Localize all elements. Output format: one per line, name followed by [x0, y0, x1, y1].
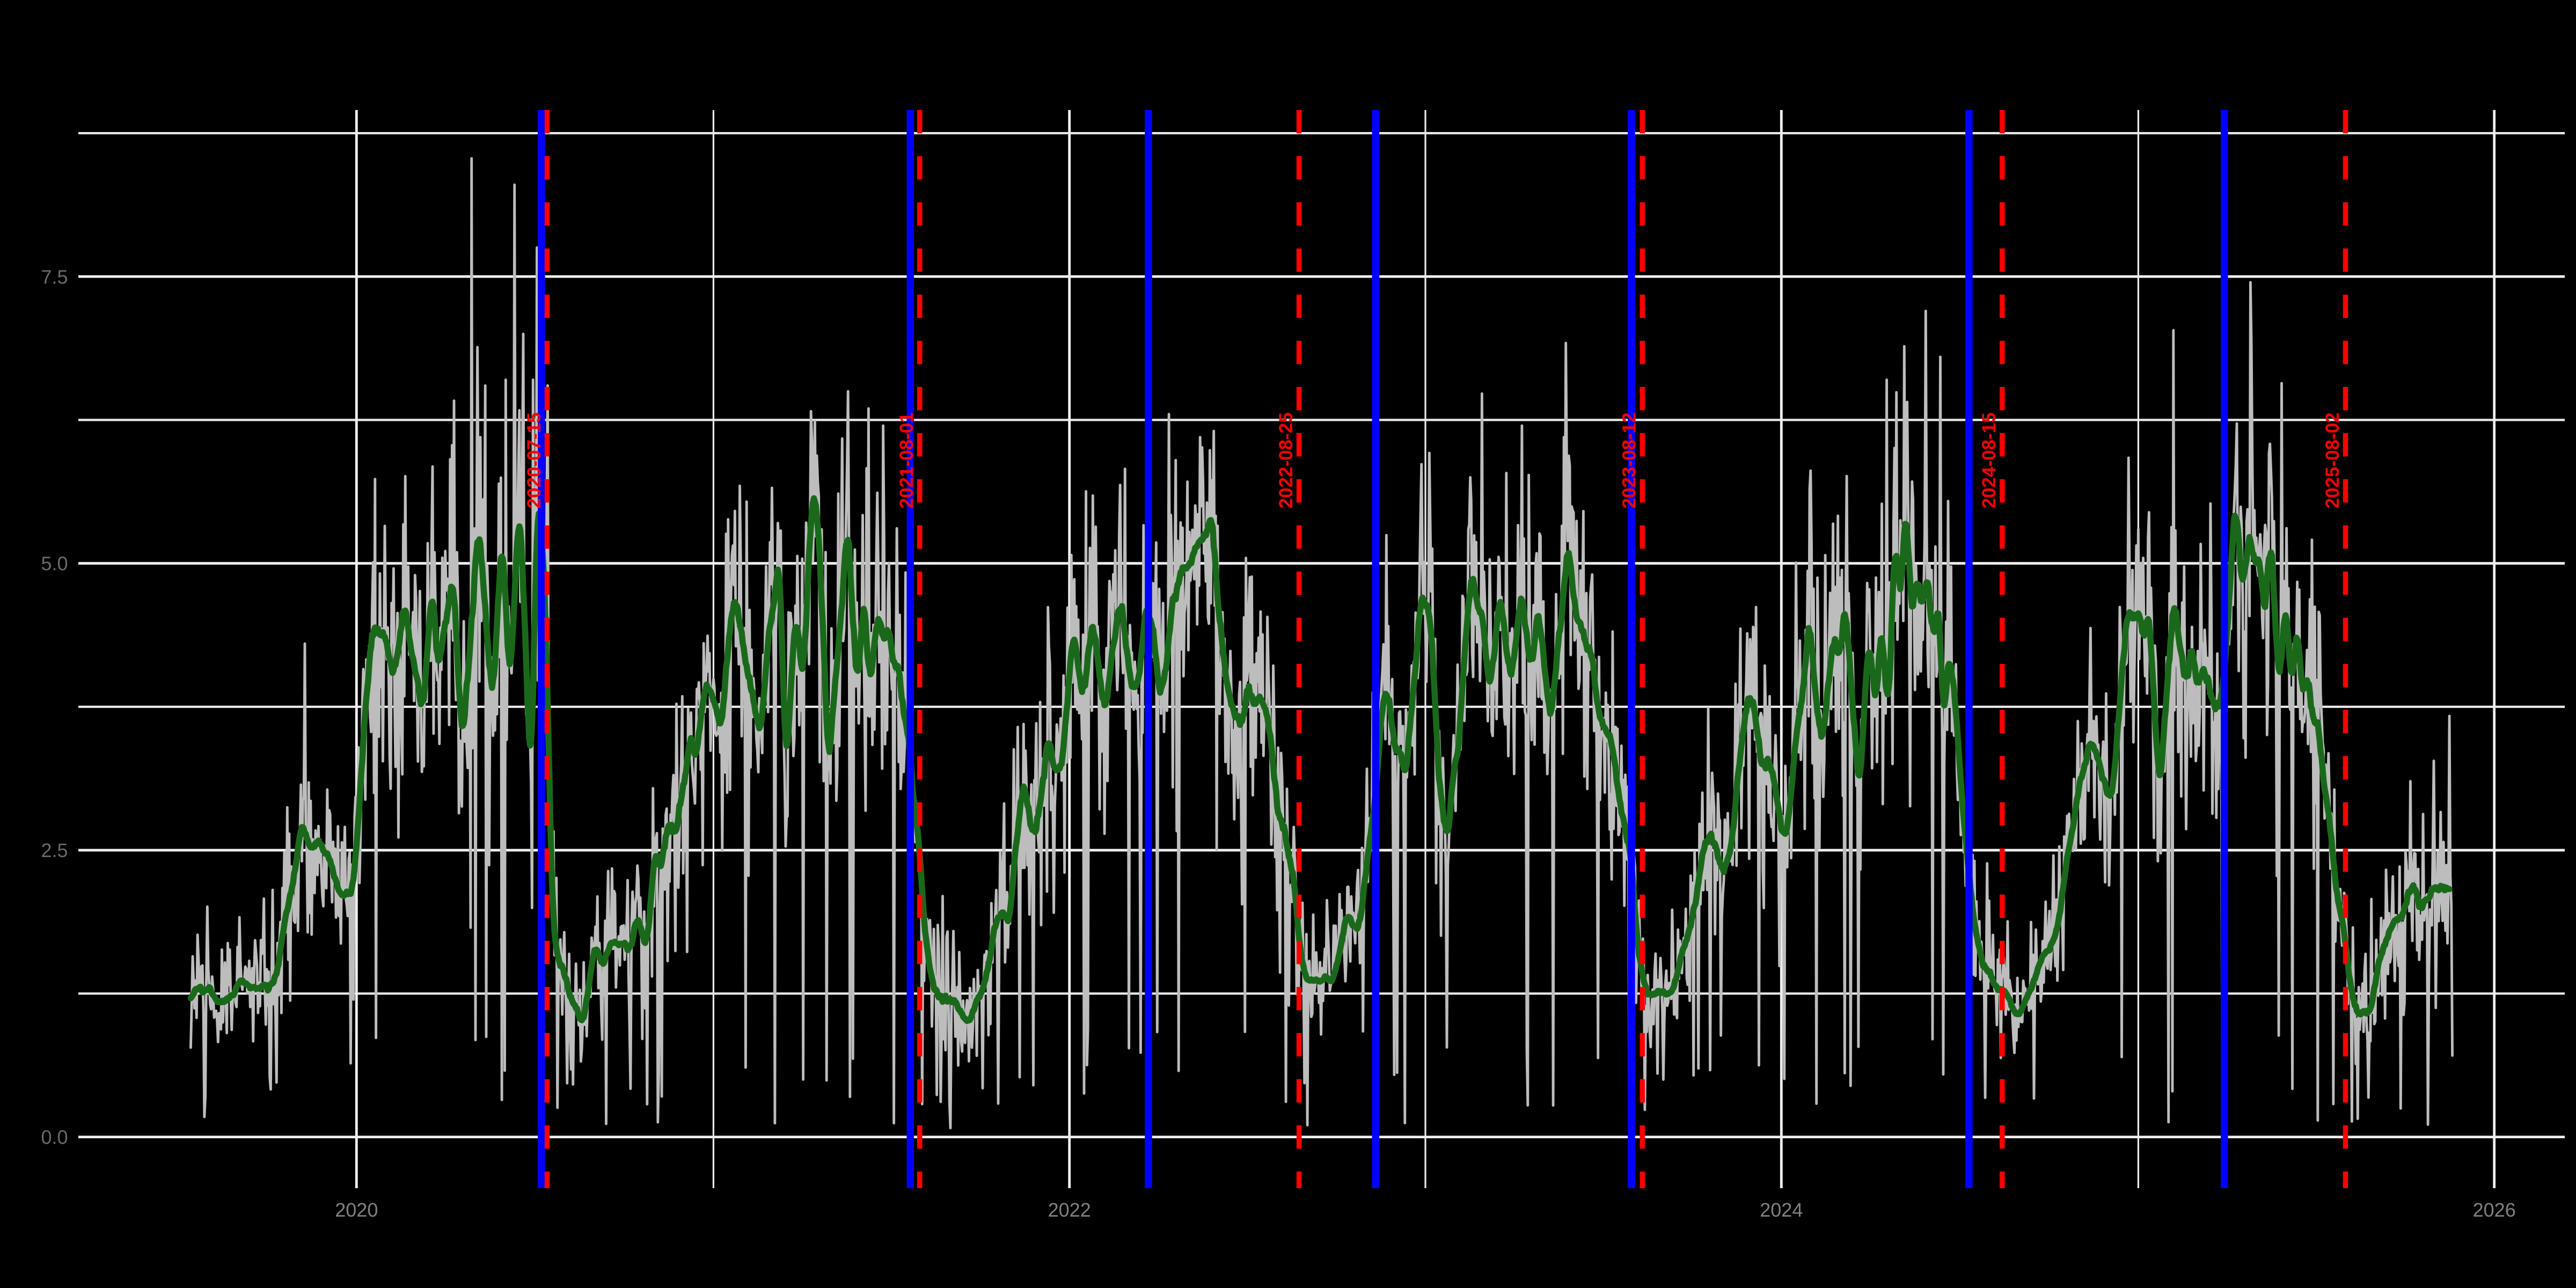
svg-text:2022: 2022: [1048, 1199, 1091, 1221]
svg-text:7.5: 7.5: [41, 266, 68, 288]
svg-text:2024: 2024: [1760, 1199, 1803, 1221]
svg-text:2.5: 2.5: [41, 839, 68, 861]
svg-text:2026: 2026: [2473, 1199, 2516, 1221]
svg-text:2022-08-25: 2022-08-25: [1276, 412, 1297, 508]
svg-text:2023-08-12: 2023-08-12: [1619, 412, 1640, 508]
svg-text:2025-08-02: 2025-08-02: [2322, 412, 2343, 508]
svg-text:2020-07-15: 2020-07-15: [524, 412, 545, 508]
svg-text:0.0: 0.0: [41, 1126, 68, 1148]
svg-text:5.0: 5.0: [41, 553, 68, 575]
svg-text:2020: 2020: [335, 1199, 378, 1221]
svg-text:2024-08-15: 2024-08-15: [1979, 412, 2000, 508]
svg-text:2021-08-01: 2021-08-01: [896, 412, 917, 508]
